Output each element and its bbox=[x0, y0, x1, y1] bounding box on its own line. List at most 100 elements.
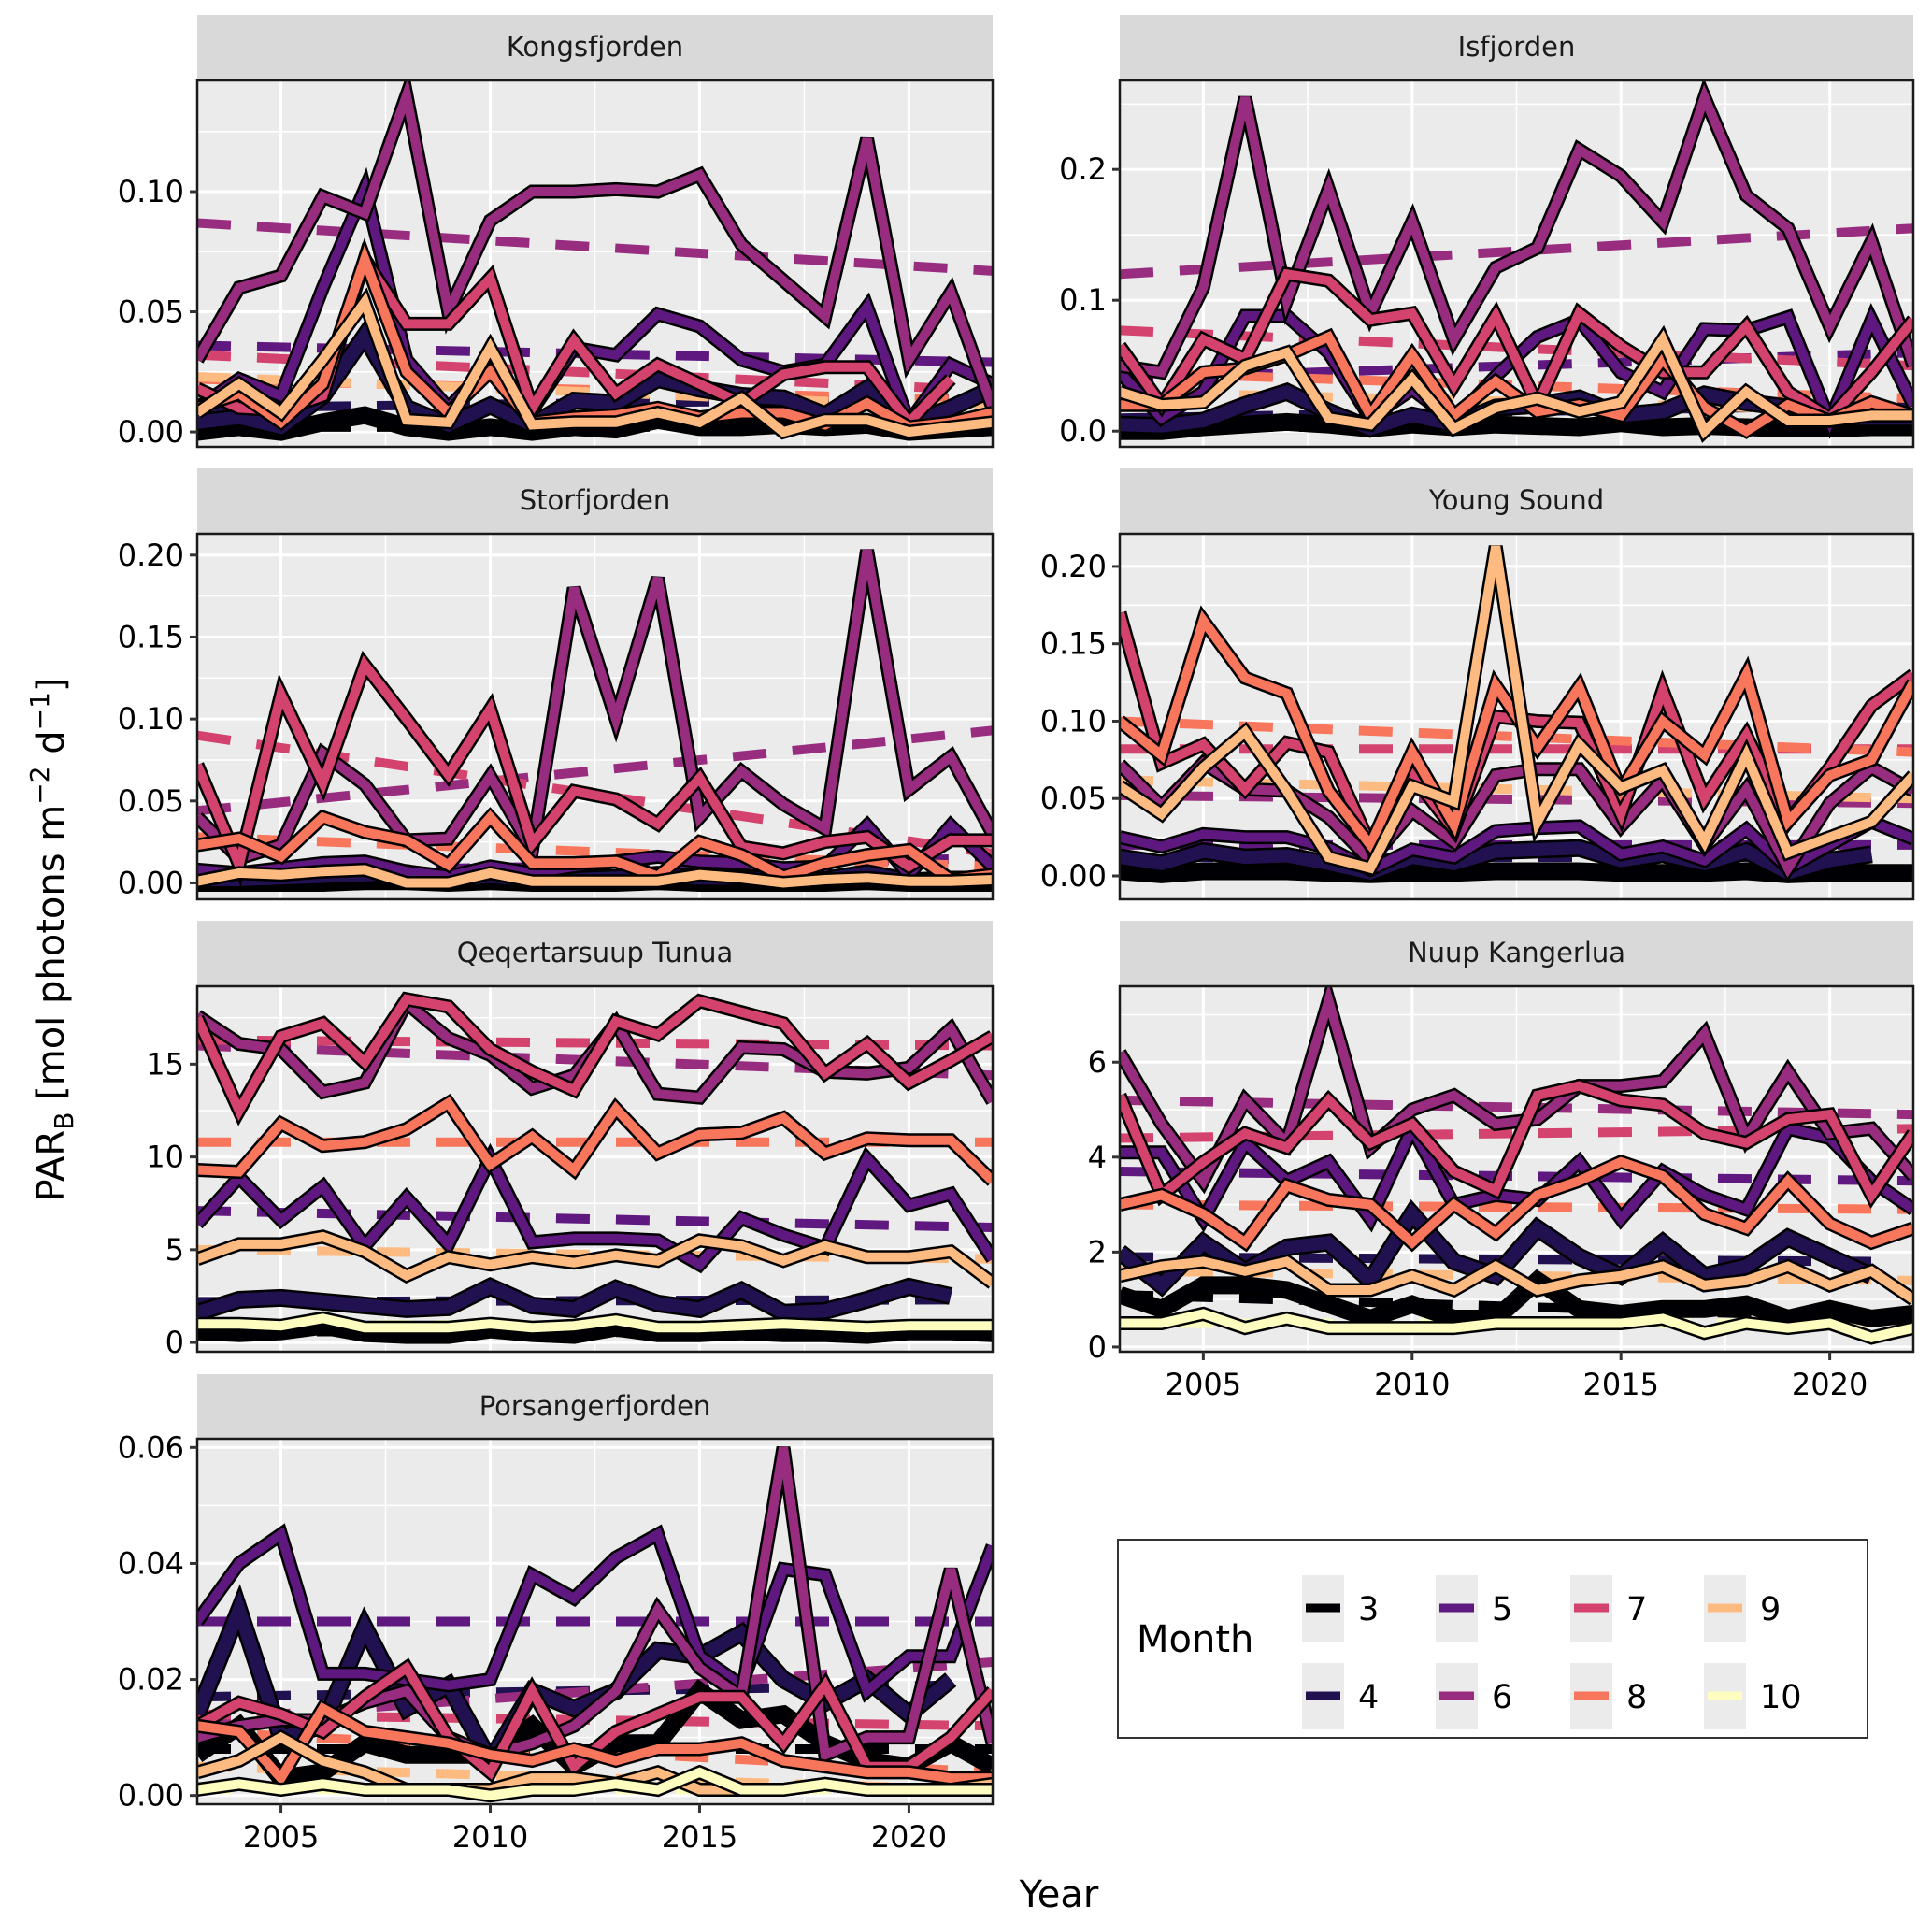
y-tick-label: 0.15 bbox=[118, 619, 184, 654]
y-tick-label: 4 bbox=[1088, 1140, 1107, 1175]
y-tick-label: 0.05 bbox=[118, 783, 184, 819]
panel-border bbox=[1118, 532, 1915, 901]
series-line-month-8 bbox=[1120, 1156, 1913, 1250]
series-line-month-3 bbox=[1120, 1271, 1913, 1326]
legend-item-month-3: 3 bbox=[1302, 1575, 1379, 1642]
series-layer bbox=[197, 549, 993, 893]
series-line-month-6 bbox=[197, 80, 993, 410]
x-tick-label: 2015 bbox=[662, 1819, 737, 1855]
series-layer bbox=[1120, 986, 1913, 1345]
y-tick-label: 0.05 bbox=[1040, 781, 1107, 816]
y-tick-label: 0.15 bbox=[1040, 626, 1107, 662]
y-tick-label: 0 bbox=[1088, 1329, 1107, 1365]
legend-item-month-9: 9 bbox=[1704, 1575, 1781, 1642]
panel-porsangerfjorden: Porsangerfjorden 0.00 0.02 0.04 0.06 2005 2010… bbox=[118, 1374, 995, 1855]
x-tick-label: 2010 bbox=[1374, 1367, 1450, 1402]
panel-young-sound: Young Sound 0.00 0.05 0.10 0.15 0.20 bbox=[1040, 468, 1915, 901]
legend-item-month-4: 4 bbox=[1302, 1663, 1379, 1729]
series-line-month-10 bbox=[197, 1767, 993, 1800]
trend-line-month-8 bbox=[1120, 716, 1913, 757]
series-line-month-5 bbox=[1120, 1118, 1913, 1228]
facet-strip-label: Porsangerfjorden bbox=[479, 1390, 711, 1422]
series-line-month-10 bbox=[1120, 1309, 1913, 1342]
facet-strip bbox=[1120, 921, 1913, 986]
series-line-month-7 bbox=[197, 248, 954, 430]
series-line-month-9 bbox=[197, 1231, 993, 1287]
panels: Kongsfjorden0.000.050.10Isfjorden0.00.10… bbox=[118, 15, 1915, 1855]
facet-strip bbox=[197, 1374, 993, 1439]
series-line-month-9 bbox=[197, 292, 993, 437]
facet-strip-label: Qeqertarsuup Tunua bbox=[457, 937, 734, 968]
x-tick-label: 2020 bbox=[871, 1819, 947, 1855]
y-tick-label: 2 bbox=[1088, 1234, 1107, 1269]
panel-border bbox=[1118, 79, 1915, 449]
panel-border bbox=[195, 532, 995, 901]
trend-line-month-8 bbox=[1120, 1199, 1913, 1214]
legend-item-month-8: 8 bbox=[1570, 1663, 1647, 1729]
legend-label: 10 bbox=[1760, 1679, 1802, 1716]
series-line-month-9 bbox=[197, 865, 993, 888]
trend-line-month-6 bbox=[197, 725, 993, 816]
panel-border bbox=[195, 79, 995, 449]
series-layer bbox=[197, 991, 993, 1344]
facet-strip-label: Isfjorden bbox=[1458, 31, 1576, 63]
series-line-month-7 bbox=[1120, 1081, 1913, 1205]
legend: Month 3 4 5 6 7 8 9 10 bbox=[1117, 1539, 1868, 1739]
facet-strip bbox=[197, 15, 993, 80]
y-tick-label: 0.00 bbox=[118, 865, 184, 900]
series-line-month-10 bbox=[197, 1313, 993, 1333]
y-tick-label: 0.2 bbox=[1059, 151, 1107, 187]
series-line-month-4 bbox=[1120, 841, 1873, 881]
trend-line-month-5 bbox=[197, 1206, 993, 1233]
legend-label: 3 bbox=[1358, 1591, 1379, 1628]
y-axis-title: PARB [mol photons m−2 d−1] bbox=[24, 677, 79, 1201]
series-line-month-5 bbox=[197, 1148, 993, 1271]
series-line-month-7 bbox=[197, 994, 993, 1122]
series-line-month-4 bbox=[197, 1279, 952, 1320]
facet-strip-label: Young Sound bbox=[1428, 484, 1604, 516]
panel-isfjorden: Isfjorden 0.0 0.1 0.2 bbox=[1059, 15, 1915, 449]
y-tick-label: 0.10 bbox=[118, 701, 184, 737]
trend-line-month-6 bbox=[197, 218, 993, 276]
facet-strip bbox=[1120, 15, 1913, 80]
y-tick-label: 0 bbox=[165, 1325, 184, 1360]
panel-kongsfjorden: Kongsfjorden 0.00 0.05 0.10 bbox=[118, 15, 995, 450]
y-tick-label: 0.10 bbox=[1040, 703, 1107, 739]
legend-label: 4 bbox=[1358, 1679, 1379, 1716]
legend-label: 5 bbox=[1492, 1591, 1512, 1628]
series-line-month-6 bbox=[1120, 986, 1913, 1190]
facet-strip-label: Nuup Kangerlua bbox=[1408, 937, 1625, 968]
series-layer bbox=[1120, 80, 1913, 443]
series-line-month-3 bbox=[1120, 415, 1913, 438]
panel-border bbox=[195, 1437, 995, 1806]
y-tick-label: 15 bbox=[146, 1046, 184, 1082]
y-tick-label: 0.00 bbox=[1040, 858, 1107, 894]
x-tick-label: 2005 bbox=[243, 1819, 319, 1855]
y-tick-label: 0.02 bbox=[118, 1662, 184, 1698]
y-tick-label: 0.0 bbox=[1059, 413, 1107, 449]
panel-border bbox=[195, 984, 995, 1354]
panel-border bbox=[1118, 984, 1915, 1354]
series-line-month-5 bbox=[197, 174, 993, 433]
y-tick-label: 6 bbox=[1088, 1044, 1107, 1080]
legend-label: 6 bbox=[1492, 1679, 1512, 1716]
y-tick-label: 0.1 bbox=[1059, 282, 1107, 318]
legend-label: 8 bbox=[1626, 1679, 1647, 1716]
legend-title: Month bbox=[1137, 1618, 1253, 1661]
series-line-month-9 bbox=[1120, 329, 1913, 439]
y-tick-label: 0.20 bbox=[118, 538, 184, 573]
y-tick-label: 0.06 bbox=[118, 1429, 184, 1465]
panel-nuup-kangerlua: Nuup Kangerlua 0 2 4 6 2005 2010 2015 2020 bbox=[1088, 921, 1915, 1402]
x-tick-label: 2015 bbox=[1582, 1367, 1658, 1402]
series-line-month-9 bbox=[1120, 1256, 1913, 1304]
facet-strip bbox=[197, 468, 993, 534]
facet-strip-label: Kongsfjorden bbox=[507, 31, 683, 63]
series-line-month-8 bbox=[197, 810, 993, 885]
series-line-month-7 bbox=[197, 654, 993, 881]
y-tick-label: 0.04 bbox=[118, 1545, 184, 1581]
legend-item-month-5: 5 bbox=[1436, 1575, 1512, 1642]
trend-line-month-6 bbox=[1120, 223, 1913, 280]
legend-keys: 3 4 5 6 7 8 9 10 bbox=[1302, 1575, 1802, 1729]
series-layer bbox=[197, 1446, 993, 1803]
facet-strip bbox=[197, 921, 993, 986]
